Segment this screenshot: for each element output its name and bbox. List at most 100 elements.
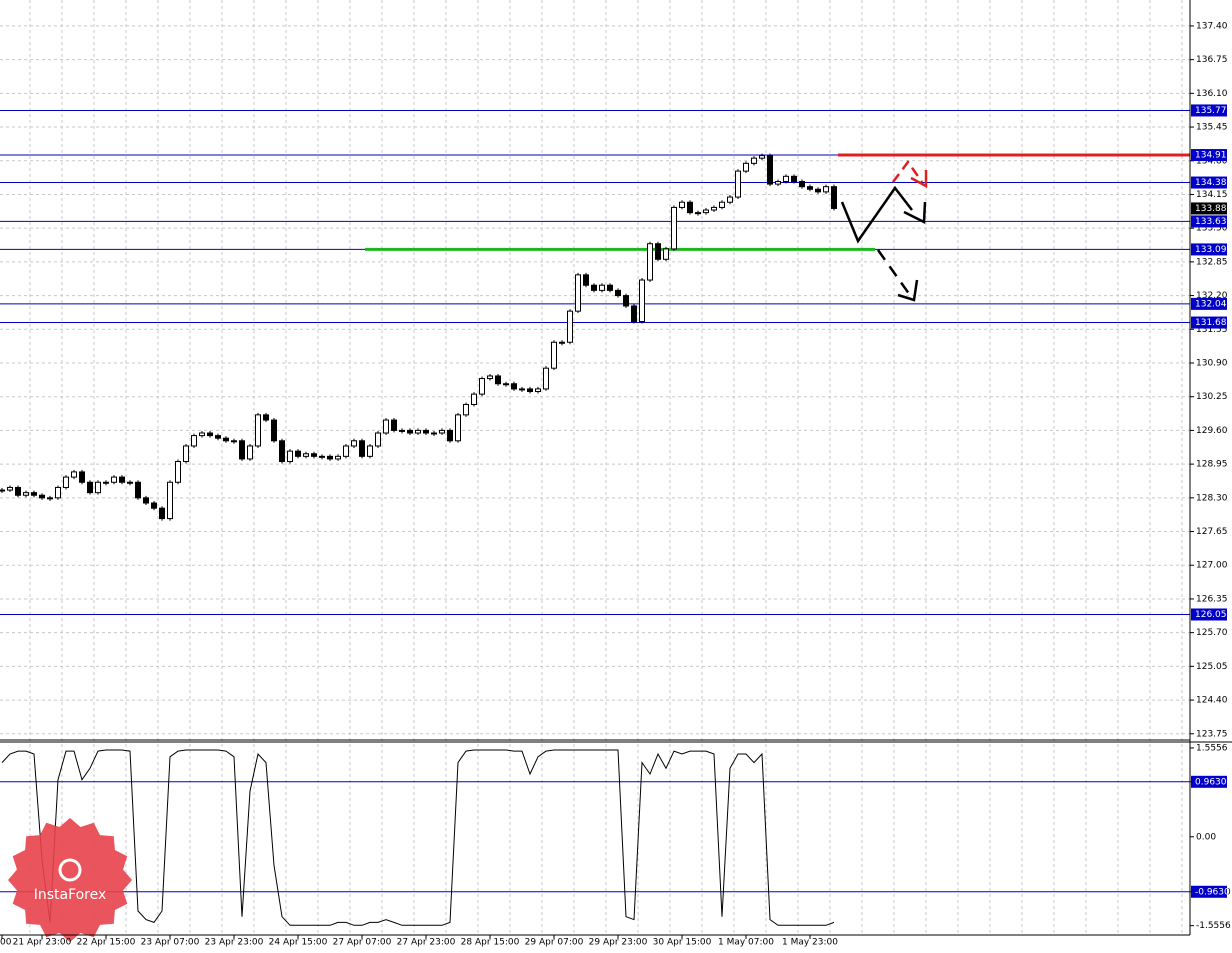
level-label-box xyxy=(1191,104,1227,117)
candle xyxy=(775,180,781,185)
x-tick-label: 22 Apr 15:00 xyxy=(77,938,136,948)
candle xyxy=(703,209,709,214)
candle xyxy=(279,440,285,463)
candle xyxy=(447,429,453,442)
candle xyxy=(559,341,565,344)
candle xyxy=(143,497,149,504)
candle xyxy=(583,274,589,286)
current-price-label: 133.88 xyxy=(1195,204,1227,214)
candle xyxy=(335,455,341,460)
candle xyxy=(415,429,421,434)
candle xyxy=(383,419,389,434)
candle xyxy=(655,243,661,260)
candle xyxy=(791,175,797,182)
candle xyxy=(711,206,717,211)
level-label-box xyxy=(1191,176,1227,189)
candle xyxy=(79,471,85,483)
candle xyxy=(7,486,13,491)
y-tick-label: 136.10 xyxy=(1196,89,1228,99)
level-label: 132.04 xyxy=(1195,299,1227,309)
level-label-box xyxy=(1191,297,1227,310)
candle xyxy=(0,489,5,492)
x-tick-label: 30 Apr 15:00 xyxy=(653,938,712,948)
candle xyxy=(159,507,165,520)
watermark-text: InstaForex xyxy=(34,887,107,903)
candle xyxy=(263,414,269,421)
candle xyxy=(647,243,653,281)
candle xyxy=(15,486,21,496)
level-label-box xyxy=(1191,775,1227,788)
candle xyxy=(783,175,789,182)
candle xyxy=(111,476,117,483)
y-tick-label: -1.5556 xyxy=(1196,921,1231,931)
candle xyxy=(295,450,301,457)
levels xyxy=(0,109,1190,893)
candle xyxy=(119,476,125,483)
level-label-box xyxy=(1191,316,1227,329)
candle xyxy=(687,201,693,214)
candle xyxy=(631,305,637,323)
y-tick-label: 123.75 xyxy=(1196,729,1228,739)
candle xyxy=(103,481,109,484)
candle xyxy=(375,432,381,447)
candle xyxy=(23,492,29,496)
level-label: 134.38 xyxy=(1195,178,1227,188)
candle xyxy=(799,180,805,188)
candle xyxy=(623,295,629,307)
candle xyxy=(127,481,133,484)
candle xyxy=(207,432,213,437)
level-label: 133.63 xyxy=(1195,217,1227,227)
candle xyxy=(807,186,813,190)
candle xyxy=(87,481,93,494)
candle xyxy=(439,429,445,434)
y-tick-label: 134.80 xyxy=(1196,156,1228,166)
y-tick-label: 1.5556 xyxy=(1196,743,1228,753)
candle xyxy=(743,162,749,172)
candle xyxy=(535,388,541,393)
x-tick-label: 24 Apr 15:00 xyxy=(269,938,328,948)
x-tick-label: 1 May 07:00 xyxy=(718,938,774,948)
level-label: 126.05 xyxy=(1195,610,1227,620)
candle xyxy=(191,435,197,447)
grid xyxy=(0,0,1190,935)
candle xyxy=(591,284,597,291)
candle xyxy=(391,419,397,431)
level-label: 135.77 xyxy=(1195,106,1227,116)
candle xyxy=(615,289,621,297)
y-tick-label: 134.15 xyxy=(1196,190,1228,200)
candle xyxy=(407,429,413,434)
candle xyxy=(351,440,357,447)
candle xyxy=(735,170,741,198)
candle xyxy=(319,455,325,458)
x-tick-label: 28 Apr 15:00 xyxy=(461,938,520,948)
candle xyxy=(719,201,725,208)
candle xyxy=(239,440,245,460)
level-label-box xyxy=(1191,243,1227,256)
candle xyxy=(575,274,581,312)
candle xyxy=(463,403,469,416)
candle xyxy=(423,429,429,434)
candle xyxy=(455,414,461,442)
y-tick-label: 127.65 xyxy=(1196,527,1228,537)
candle xyxy=(495,375,501,385)
indicator-line xyxy=(1,749,835,926)
level-label-box xyxy=(1191,215,1227,228)
y-tick-label: 126.35 xyxy=(1196,594,1228,604)
candle xyxy=(247,445,253,460)
y-tick-label: 128.95 xyxy=(1196,460,1228,470)
candle xyxy=(39,494,45,499)
candle xyxy=(503,383,509,386)
x-tick-label: 29 Apr 23:00 xyxy=(589,938,648,948)
candle xyxy=(567,310,573,343)
y-tick-label: 135.45 xyxy=(1196,123,1228,133)
candle xyxy=(399,429,405,432)
candle xyxy=(343,445,349,457)
candle xyxy=(231,440,237,443)
candle xyxy=(551,341,557,369)
watermark-logo: InstaForex xyxy=(8,818,132,942)
candle xyxy=(287,450,293,463)
candle xyxy=(175,461,181,483)
candle xyxy=(55,486,61,499)
candle xyxy=(543,367,549,390)
